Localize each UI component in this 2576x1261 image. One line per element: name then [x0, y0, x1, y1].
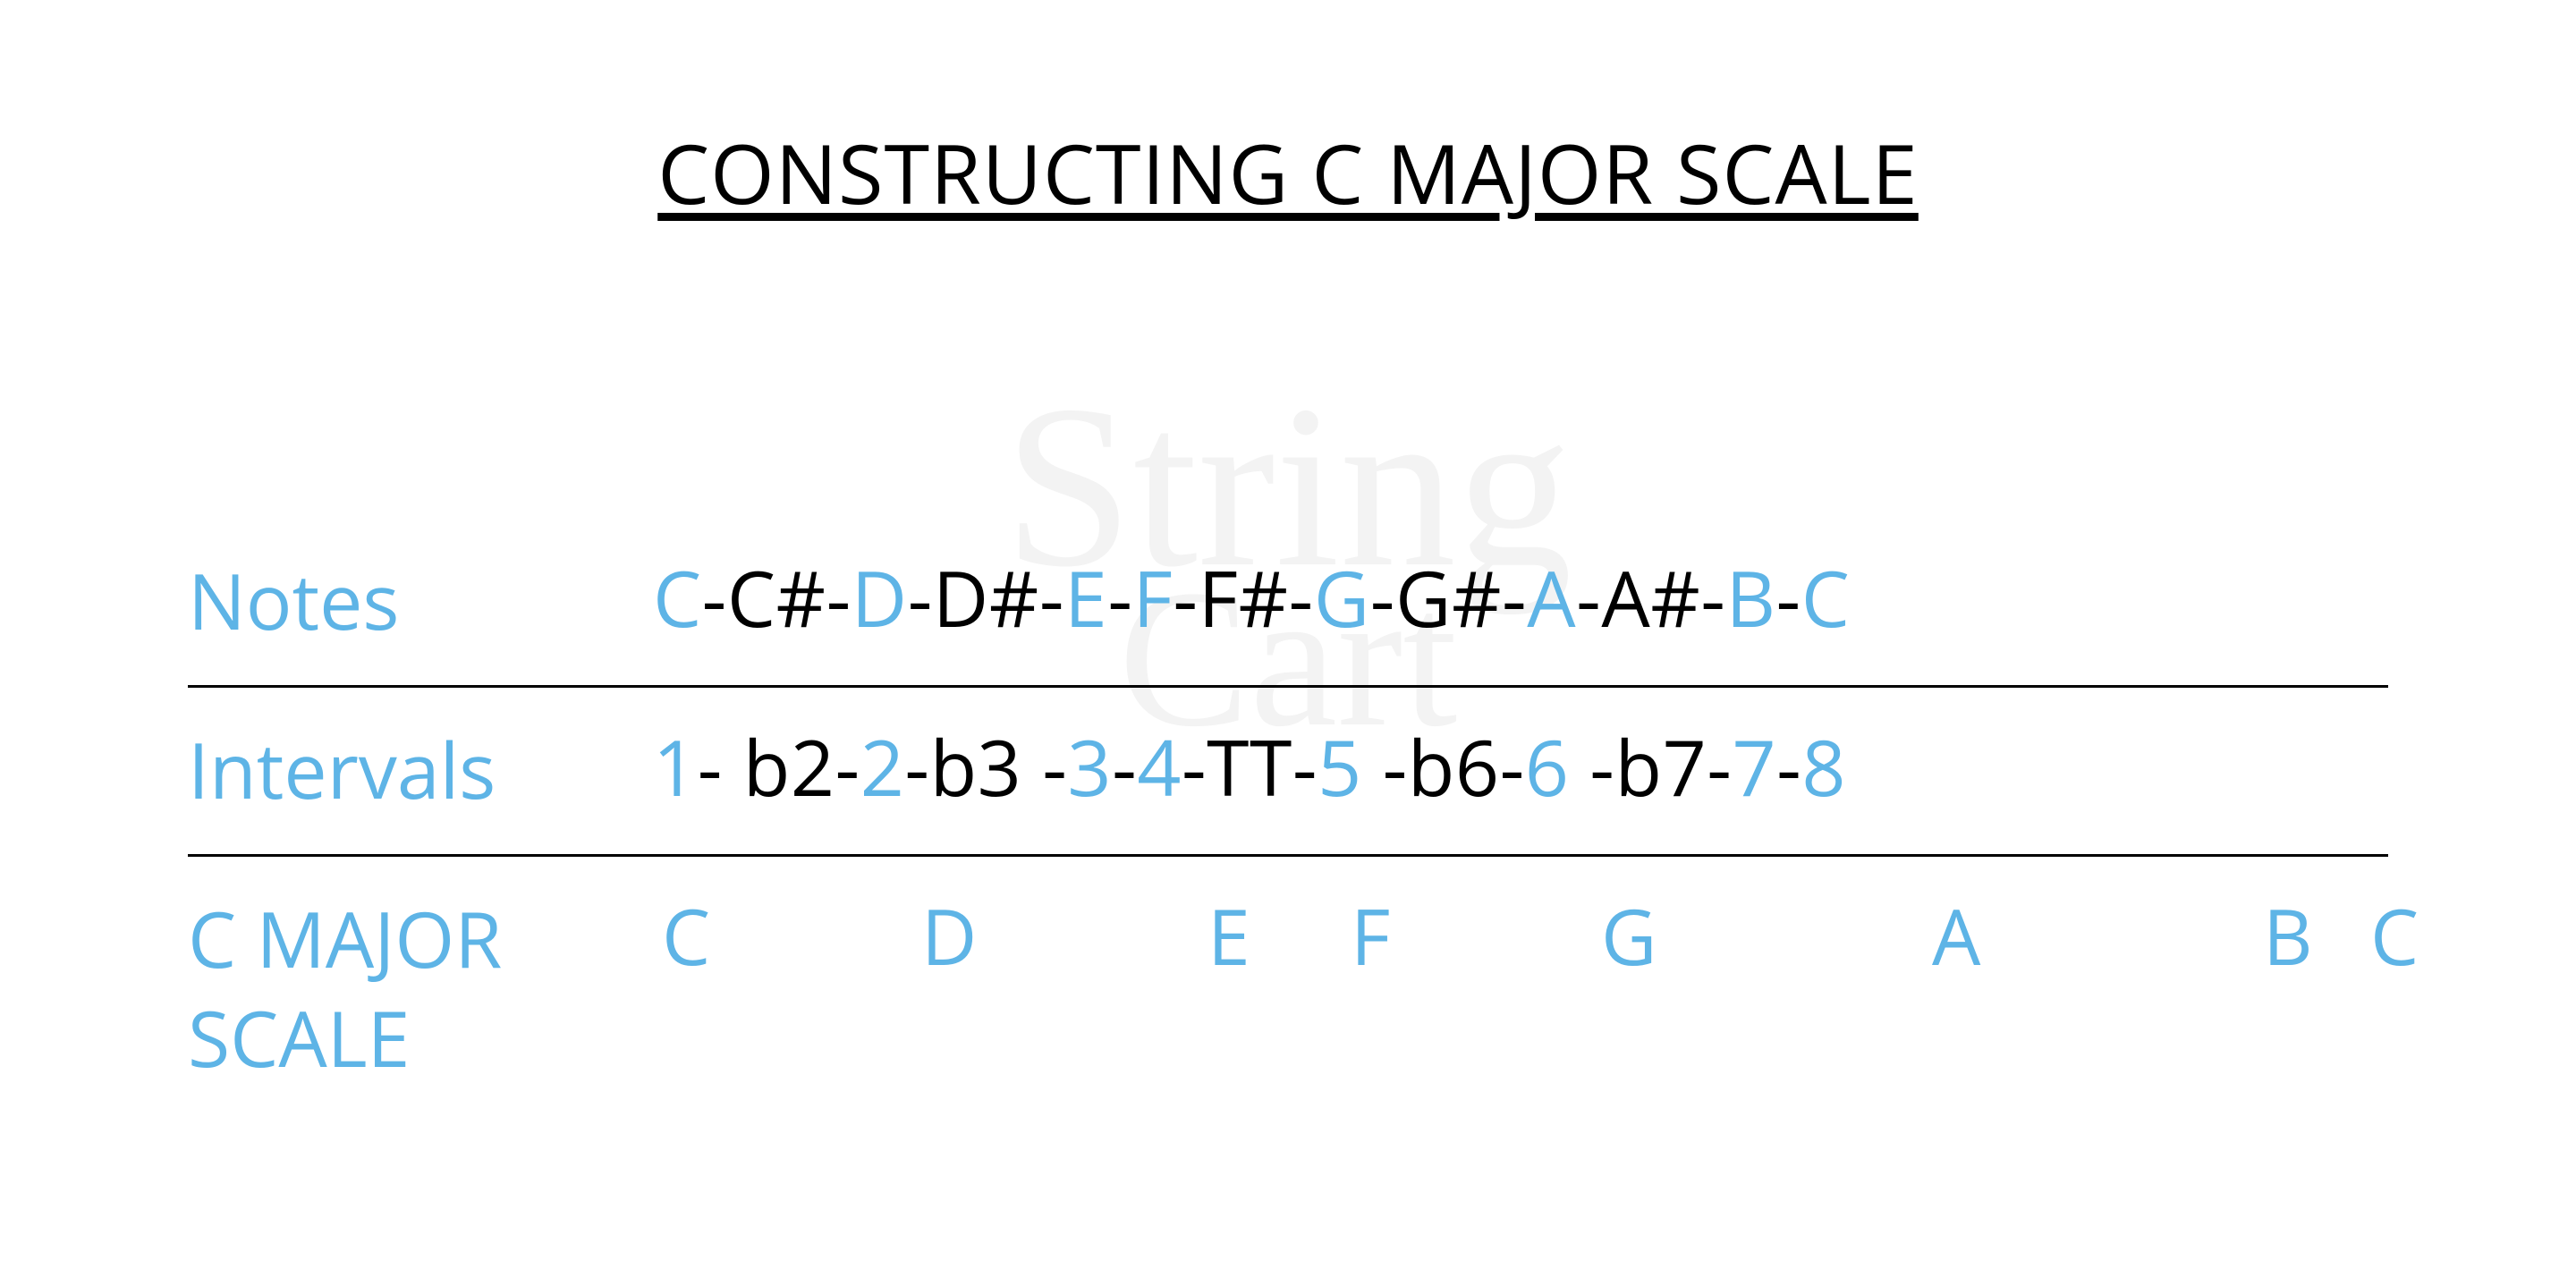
token-TT: TT [1207, 715, 1292, 819]
separator: - [1173, 546, 1198, 650]
separator: - [1292, 715, 1318, 819]
separator: - [1042, 715, 1067, 819]
token-5: 5 [1318, 715, 1362, 819]
separator: - [1500, 715, 1525, 819]
token-2: 2 [860, 715, 905, 819]
separator: - [1776, 546, 1801, 650]
row-scale-content: CDEFGABC [653, 884, 2388, 982]
token-F: F [1133, 546, 1174, 650]
token-b3: b3 [930, 715, 1043, 819]
token-b2: b2 [743, 715, 835, 819]
scale-note-G: G [1601, 884, 1657, 988]
scale-note-F: F [1351, 884, 1391, 988]
separator: - [1776, 715, 1801, 819]
token-C: C [1801, 546, 1851, 650]
separator: - [1569, 715, 1614, 819]
separator: - [1707, 715, 1732, 819]
scale-note-A: A [1932, 884, 1981, 988]
separator: - [1107, 546, 1132, 650]
page: String Cart CONSTRUCTING C MAJOR SCALE N… [0, 0, 2576, 1261]
token-8: 8 [1801, 715, 1846, 819]
separator: - [826, 546, 852, 650]
separator: - [904, 715, 929, 819]
token-Fsharp: F# [1199, 546, 1289, 650]
row-notes: Notes C-C#-D-D#-E-F-F#-G-G#-A-A#-B-C [188, 519, 2388, 688]
separator: - [1362, 715, 1408, 819]
token-Csharp: C# [727, 546, 826, 650]
separator: - [1576, 546, 1601, 650]
token-1: 1 [653, 715, 698, 819]
row-scale: C MAJOR SCALE CDEFGABC [188, 857, 2388, 1123]
page-title: CONSTRUCTING C MAJOR SCALE [0, 116, 2576, 228]
separator: - [1182, 715, 1207, 819]
token-b7: b7 [1614, 715, 1707, 819]
separator: - [702, 546, 727, 650]
token-A: A [1527, 546, 1576, 650]
row-notes-label: Notes [188, 546, 653, 651]
scale-note-B: B [2263, 884, 2313, 988]
separator: - [1112, 715, 1137, 819]
separator: - [1370, 546, 1395, 650]
token-7: 7 [1732, 715, 1776, 819]
token-6: 6 [1525, 715, 1570, 819]
token-Asharp: A# [1601, 546, 1700, 650]
separator: - [698, 715, 743, 819]
scale-note-C: C [662, 884, 711, 988]
scale-note-E: E [1208, 884, 1250, 988]
row-intervals-label: Intervals [188, 715, 653, 820]
separator: - [908, 546, 933, 650]
token-Gsharp: G# [1395, 546, 1502, 650]
token-b6: b6 [1408, 715, 1500, 819]
separator: - [1039, 546, 1064, 650]
separator: - [1502, 546, 1527, 650]
scale-note-C: C [2370, 884, 2419, 988]
scale-note-D: D [921, 884, 978, 988]
scale-table: Notes C-C#-D-D#-E-F-F#-G-G#-A-A#-B-C Int… [188, 519, 2388, 1122]
token-D: D [852, 546, 908, 650]
token-4: 4 [1137, 715, 1182, 819]
separator: - [835, 715, 860, 819]
token-C: C [653, 546, 702, 650]
token-B: B [1725, 546, 1775, 650]
token-3: 3 [1067, 715, 1112, 819]
token-G: G [1314, 546, 1370, 650]
row-intervals-content: 1- b2-2-b3 -3-4-TT-5 -b6-6 -b7-7-8 [653, 715, 2388, 819]
separator: - [1700, 546, 1725, 650]
separator: - [1289, 546, 1314, 650]
token-Dsharp: D# [933, 546, 1039, 650]
token-E: E [1064, 546, 1107, 650]
row-scale-label: C MAJOR SCALE [188, 884, 653, 1089]
row-notes-content: C-C#-D-D#-E-F-F#-G-G#-A-A#-B-C [653, 546, 2388, 650]
row-intervals: Intervals 1- b2-2-b3 -3-4-TT-5 -b6-6 -b7… [188, 688, 2388, 857]
